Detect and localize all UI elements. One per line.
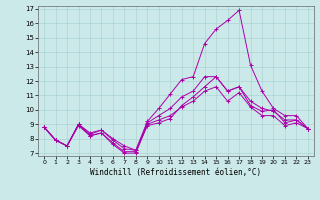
X-axis label: Windchill (Refroidissement éolien,°C): Windchill (Refroidissement éolien,°C)	[91, 168, 261, 177]
